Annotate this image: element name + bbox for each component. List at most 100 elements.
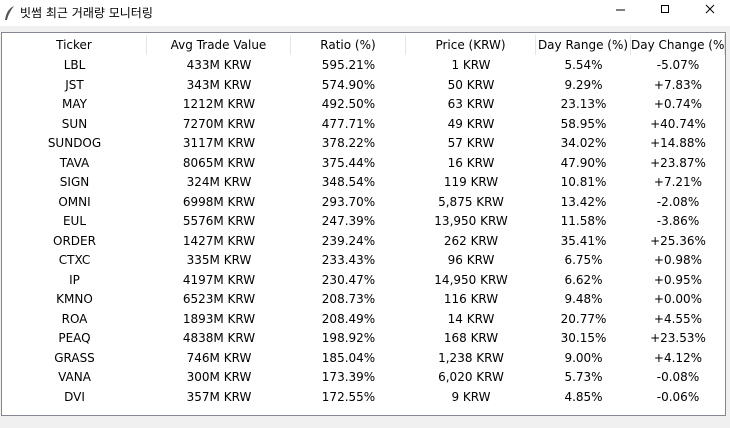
table-cell: -5.07% <box>656 58 700 72</box>
table-cell: KMNO <box>56 292 93 307</box>
treeview: Ticker Avg Trade Value Ratio (%) Price (KRW… <box>1 32 726 416</box>
table-cell: 16 KRW <box>447 155 495 170</box>
table-cell: +0.00% <box>653 292 703 307</box>
table-cell: 5,875 KRW <box>438 194 504 209</box>
table-cell: PEAQ <box>58 331 91 346</box>
table-cell: 595.21% <box>321 58 376 72</box>
table-cell: +0.95% <box>653 272 703 287</box>
table-cell: 4838M KRW <box>182 331 256 346</box>
table-cell: 348.54% <box>321 175 376 190</box>
app-icon <box>5 6 14 20</box>
table-cell: MAY <box>62 97 87 112</box>
table-cell: SUNDOG <box>47 136 102 151</box>
table-cell: 477.71% <box>321 116 376 131</box>
table-cell: DVI <box>64 390 85 404</box>
table-cell: 262 KRW <box>443 233 499 248</box>
column-header[interactable]: Ratio (%) <box>291 35 406 55</box>
table-cell: +4.55% <box>653 311 703 326</box>
table-cell: LBL <box>63 58 86 72</box>
table-cell: 357M KRW <box>186 390 252 404</box>
table-cell: 14 KRW <box>447 311 495 326</box>
table-cell: SUN <box>61 116 88 131</box>
table-cell: +4.12% <box>653 350 703 365</box>
table-cell: 574.90% <box>321 77 376 92</box>
column-header[interactable]: Day Range (%) <box>536 35 631 55</box>
table-cell: 49 KRW <box>447 116 495 131</box>
table-cell: 293.70% <box>321 194 376 209</box>
table-cell: IP <box>69 272 80 287</box>
table-cell: CTXC <box>58 253 91 268</box>
table-cell: 9 KRW <box>451 390 491 404</box>
table-cell: 47.90% <box>560 155 607 170</box>
table-cell: 50 KRW <box>447 77 495 92</box>
table-cell: 433M KRW <box>186 58 252 72</box>
table-cell: 35.41% <box>560 233 607 248</box>
table-cell: 335M KRW <box>186 253 252 268</box>
table-cell: 14,950 KRW <box>434 272 508 287</box>
table-cell: 5.54% <box>564 58 603 72</box>
column-header[interactable]: Day Change (%) <box>631 35 725 55</box>
table-cell: 6,020 KRW <box>438 370 504 385</box>
table-cell: 6.62% <box>564 272 603 287</box>
table-cell: GRASS <box>54 350 95 365</box>
table-cell: 1 KRW <box>451 58 491 72</box>
close-button[interactable] <box>705 4 715 14</box>
table-cell: 4.85% <box>564 390 603 404</box>
table-cell: 34.02% <box>560 136 607 151</box>
table-cell: 9.48% <box>564 292 603 307</box>
table-cell: 13.42% <box>560 194 607 209</box>
table-cell: 168 KRW <box>443 331 499 346</box>
table-cell: +7.83% <box>653 77 703 92</box>
table-cell: 300M KRW <box>186 370 252 385</box>
table-cell: 375.44% <box>321 155 376 170</box>
table-cell: ORDER <box>53 233 96 248</box>
table-cell: SIGN <box>59 175 90 190</box>
table-cell: 23.13% <box>560 97 607 112</box>
table-cell: 233.43% <box>321 253 376 268</box>
table-cell: 20.77% <box>560 311 607 326</box>
table-cell: 492.50% <box>321 97 376 112</box>
table-cell: +0.74% <box>653 97 703 112</box>
table-cell: 13,950 KRW <box>434 214 508 229</box>
table-cell: 173.39% <box>321 370 376 385</box>
table-cell: 9.29% <box>564 77 603 92</box>
table-cell: 8065M KRW <box>182 155 256 170</box>
table-cell: 6.75% <box>564 253 603 268</box>
table-cell: +25.36% <box>650 233 706 248</box>
table-cell: 208.49% <box>321 311 376 326</box>
table-cell: 208.73% <box>321 292 376 307</box>
table-cell: 5576M KRW <box>182 214 256 229</box>
column-header[interactable]: Ticker <box>2 35 147 55</box>
table-cell: +0.98% <box>653 253 703 268</box>
column-header[interactable]: Price (KRW) <box>406 35 536 55</box>
table-cell: 324M KRW <box>186 175 252 190</box>
table-cell: 185.04% <box>321 350 376 365</box>
table-cell: 230.47% <box>321 272 376 287</box>
table-cell: 239.24% <box>321 233 376 248</box>
table-cell: JST <box>65 77 84 92</box>
table-cell: 172.55% <box>321 390 376 404</box>
column-header[interactable]: Avg Trade Value <box>147 35 291 55</box>
table-cell: 3117M KRW <box>182 136 256 151</box>
table-cell: 198.92% <box>321 331 376 346</box>
table-cell: -0.06% <box>656 390 700 404</box>
table-cell: 58.95% <box>560 116 607 131</box>
table-cell: 30.15% <box>560 331 607 346</box>
maximize-button[interactable] <box>661 5 669 13</box>
table-cell: +23.87% <box>650 155 706 170</box>
table-cell: ROA <box>61 311 88 326</box>
table-cell: 63 KRW <box>447 97 495 112</box>
window-title: 빗썸 최근 거래량 모니터링 <box>20 6 153 20</box>
table-cell: 378.22% <box>321 136 376 151</box>
table-cell: 96 KRW <box>447 253 495 268</box>
table-cell: +7.21% <box>653 175 703 190</box>
table-cell: 6523M KRW <box>182 292 256 307</box>
table-cell: -0.08% <box>656 370 700 385</box>
table-cell: -3.86% <box>656 214 700 229</box>
table-cell: 1212M KRW <box>182 97 256 112</box>
table-cell: EUL <box>62 214 87 229</box>
table-cell: +40.74% <box>650 116 706 131</box>
table-cell: 119 KRW <box>443 175 499 190</box>
table-cell: 10.81% <box>560 175 607 190</box>
